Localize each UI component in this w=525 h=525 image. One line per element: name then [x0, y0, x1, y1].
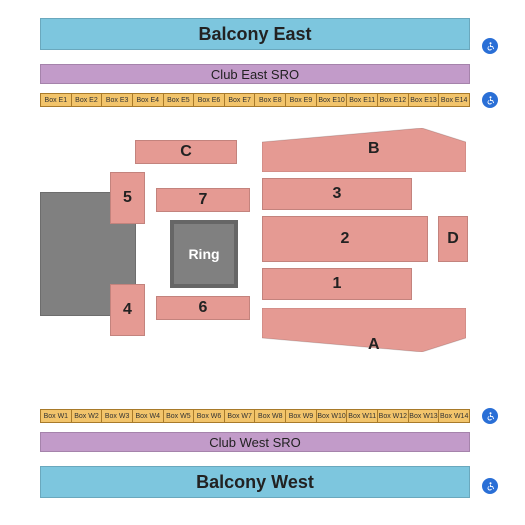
- box-cell[interactable]: Box W13: [409, 410, 440, 422]
- section-6[interactable]: 6: [156, 296, 250, 320]
- section-label: 5: [123, 189, 132, 207]
- section-A[interactable]: [262, 308, 466, 352]
- box-cell[interactable]: Box W4: [133, 410, 164, 422]
- section-label: 7: [199, 191, 208, 209]
- box-cell[interactable]: Box W12: [378, 410, 409, 422]
- box-cell[interactable]: Box E13: [409, 94, 440, 106]
- section-club-east[interactable]: Club East SRO: [40, 64, 470, 84]
- box-cell[interactable]: Box E1: [41, 94, 72, 106]
- section-3[interactable]: 3: [262, 178, 412, 210]
- box-cell[interactable]: Box E2: [72, 94, 103, 106]
- ada-icon: [482, 38, 498, 54]
- ada-icon: [482, 408, 498, 424]
- box-cell[interactable]: Box W6: [194, 410, 225, 422]
- section-label: 2: [341, 230, 350, 248]
- boxes-west-row: Box W1Box W2Box W3Box W4Box W5Box W6Box …: [40, 409, 470, 423]
- box-cell[interactable]: Box W2: [72, 410, 103, 422]
- section-label: Balcony West: [196, 472, 314, 493]
- section-label: 1: [333, 275, 342, 293]
- box-cell[interactable]: Box W7: [225, 410, 256, 422]
- section-label: Balcony East: [198, 24, 311, 45]
- ring-label: Ring: [188, 246, 219, 262]
- section-C[interactable]: C: [135, 140, 237, 164]
- boxes-east-row: Box E1Box E2Box E3Box E4Box E5Box E6Box …: [40, 93, 470, 107]
- section-5[interactable]: 5: [110, 172, 145, 224]
- section-A-label: A: [368, 336, 380, 354]
- box-cell[interactable]: Box E14: [439, 94, 469, 106]
- box-cell[interactable]: Box W10: [317, 410, 348, 422]
- box-cell[interactable]: Box W8: [255, 410, 286, 422]
- section-B[interactable]: [262, 128, 466, 172]
- box-cell[interactable]: Box E12: [378, 94, 409, 106]
- section-label: 6: [199, 299, 208, 317]
- section-label: Club West SRO: [209, 435, 301, 450]
- section-label: D: [447, 230, 459, 248]
- ada-icon: [482, 92, 498, 108]
- section-label: 3: [333, 185, 342, 203]
- section-label: C: [180, 143, 192, 161]
- section-D[interactable]: D: [438, 216, 468, 262]
- box-cell[interactable]: Box E10: [317, 94, 348, 106]
- box-cell[interactable]: Box E5: [164, 94, 195, 106]
- section-2[interactable]: 2: [262, 216, 428, 262]
- section-balcony-east[interactable]: Balcony East: [40, 18, 470, 50]
- ring-block[interactable]: Ring: [170, 220, 238, 288]
- box-cell[interactable]: Box E7: [225, 94, 256, 106]
- section-label: Club East SRO: [211, 67, 299, 82]
- box-cell[interactable]: Box E3: [102, 94, 133, 106]
- section-label: 4: [123, 301, 132, 319]
- box-cell[interactable]: Box W11: [347, 410, 378, 422]
- box-cell[interactable]: Box W9: [286, 410, 317, 422]
- box-cell[interactable]: Box E9: [286, 94, 317, 106]
- box-cell[interactable]: Box W14: [439, 410, 469, 422]
- section-1[interactable]: 1: [262, 268, 412, 300]
- box-cell[interactable]: Box E6: [194, 94, 225, 106]
- box-cell[interactable]: Box E11: [347, 94, 378, 106]
- seating-chart: Balcony East Club East SRO Box E1Box E2B…: [0, 0, 525, 525]
- section-4[interactable]: 4: [110, 284, 145, 336]
- box-cell[interactable]: Box E4: [133, 94, 164, 106]
- section-B-label: B: [368, 140, 380, 158]
- box-cell[interactable]: Box W5: [164, 410, 195, 422]
- ada-icon: [482, 478, 498, 494]
- box-cell[interactable]: Box W3: [102, 410, 133, 422]
- box-cell[interactable]: Box W1: [41, 410, 72, 422]
- section-club-west[interactable]: Club West SRO: [40, 432, 470, 452]
- section-7[interactable]: 7: [156, 188, 250, 212]
- section-balcony-west[interactable]: Balcony West: [40, 466, 470, 498]
- box-cell[interactable]: Box E8: [255, 94, 286, 106]
